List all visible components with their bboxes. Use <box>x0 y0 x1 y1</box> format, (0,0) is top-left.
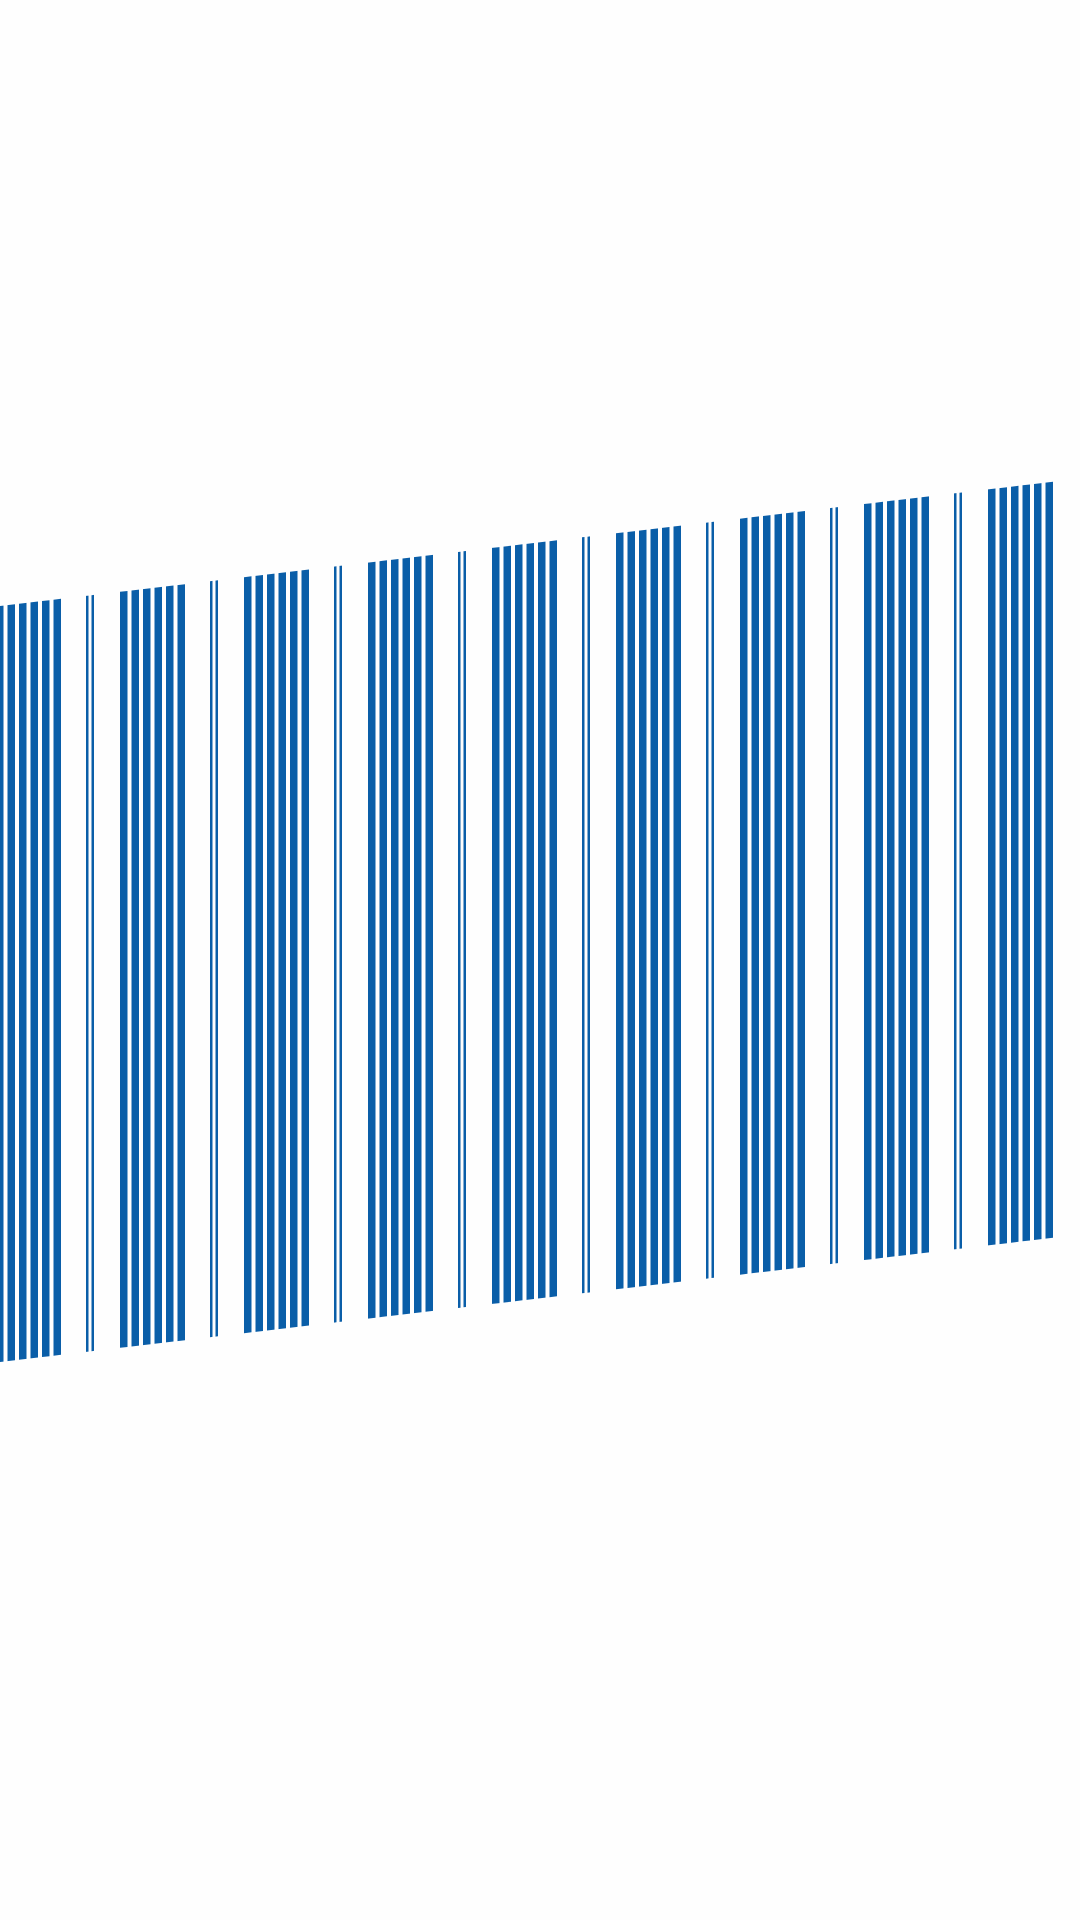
thick-bar <box>999 487 1007 1245</box>
thick-bar <box>301 569 309 1327</box>
thin-bar <box>711 521 714 1278</box>
thick-bar <box>921 496 929 1254</box>
thick-bar <box>639 529 647 1287</box>
thick-bar <box>368 561 376 1319</box>
thick-bar <box>627 531 635 1288</box>
thick-bar <box>19 602 27 1360</box>
thick-bar <box>898 499 906 1257</box>
thin-bar <box>706 522 709 1279</box>
thick-bar <box>503 545 511 1303</box>
thick-bar <box>616 532 624 1290</box>
thick-bar <box>30 601 38 1359</box>
thick-bar <box>1034 483 1042 1241</box>
thick-bar <box>1045 481 1053 1239</box>
thick-bar <box>154 586 162 1344</box>
thick-bar <box>526 543 534 1300</box>
thick-bar <box>662 527 670 1284</box>
thick-bar <box>0 605 4 1363</box>
thin-bar <box>86 595 89 1352</box>
thick-bar <box>120 591 128 1348</box>
thick-bar <box>673 525 681 1283</box>
thick-bar <box>42 600 50 1357</box>
thick-bar <box>414 556 422 1314</box>
thin-bar <box>339 565 342 1322</box>
thick-bar <box>538 541 546 1299</box>
thick-bar <box>786 512 794 1270</box>
thick-bar <box>402 557 410 1315</box>
thick-bar <box>515 544 523 1302</box>
thick-bar <box>379 560 387 1318</box>
thick-bar <box>887 500 895 1258</box>
thick-bar <box>267 573 275 1331</box>
thick-bar <box>864 503 872 1260</box>
thick-bar <box>774 513 782 1271</box>
thick-bar <box>492 547 500 1304</box>
thick-bar <box>278 572 286 1330</box>
thick-bar <box>1022 484 1030 1242</box>
thick-bar <box>166 585 174 1343</box>
thin-bar <box>91 594 94 1352</box>
thick-bar <box>988 488 996 1246</box>
thick-bar <box>875 501 883 1259</box>
thick-bar <box>763 515 771 1272</box>
thick-bar <box>910 497 918 1255</box>
thin-bar <box>210 580 213 1338</box>
thick-bar <box>797 511 805 1268</box>
thick-bar <box>143 588 151 1346</box>
thick-bar <box>549 540 557 1298</box>
thin-bar <box>959 492 962 1249</box>
thick-bar <box>650 528 658 1286</box>
thick-bar <box>425 554 433 1312</box>
thick-bar <box>740 517 748 1275</box>
thin-bar <box>835 507 838 1264</box>
thick-bar <box>290 570 298 1328</box>
thick-bar <box>751 516 759 1274</box>
thick-bar <box>255 575 263 1332</box>
thick-bar <box>244 576 252 1334</box>
thin-bar <box>830 507 833 1265</box>
thin-bar <box>215 580 218 1337</box>
thin-bar <box>954 493 957 1250</box>
thin-bar <box>587 536 590 1293</box>
thick-bar <box>177 584 185 1342</box>
thick-bar <box>131 589 139 1347</box>
thick-bar <box>53 598 61 1356</box>
thin-bar <box>582 537 585 1294</box>
thin-bar <box>458 551 461 1308</box>
thick-bar <box>391 559 399 1316</box>
thick-bar <box>1011 485 1019 1243</box>
thick-bar <box>7 604 15 1362</box>
thin-bar <box>334 566 337 1323</box>
bar-group <box>0 481 1053 1363</box>
thin-bar <box>463 551 466 1308</box>
